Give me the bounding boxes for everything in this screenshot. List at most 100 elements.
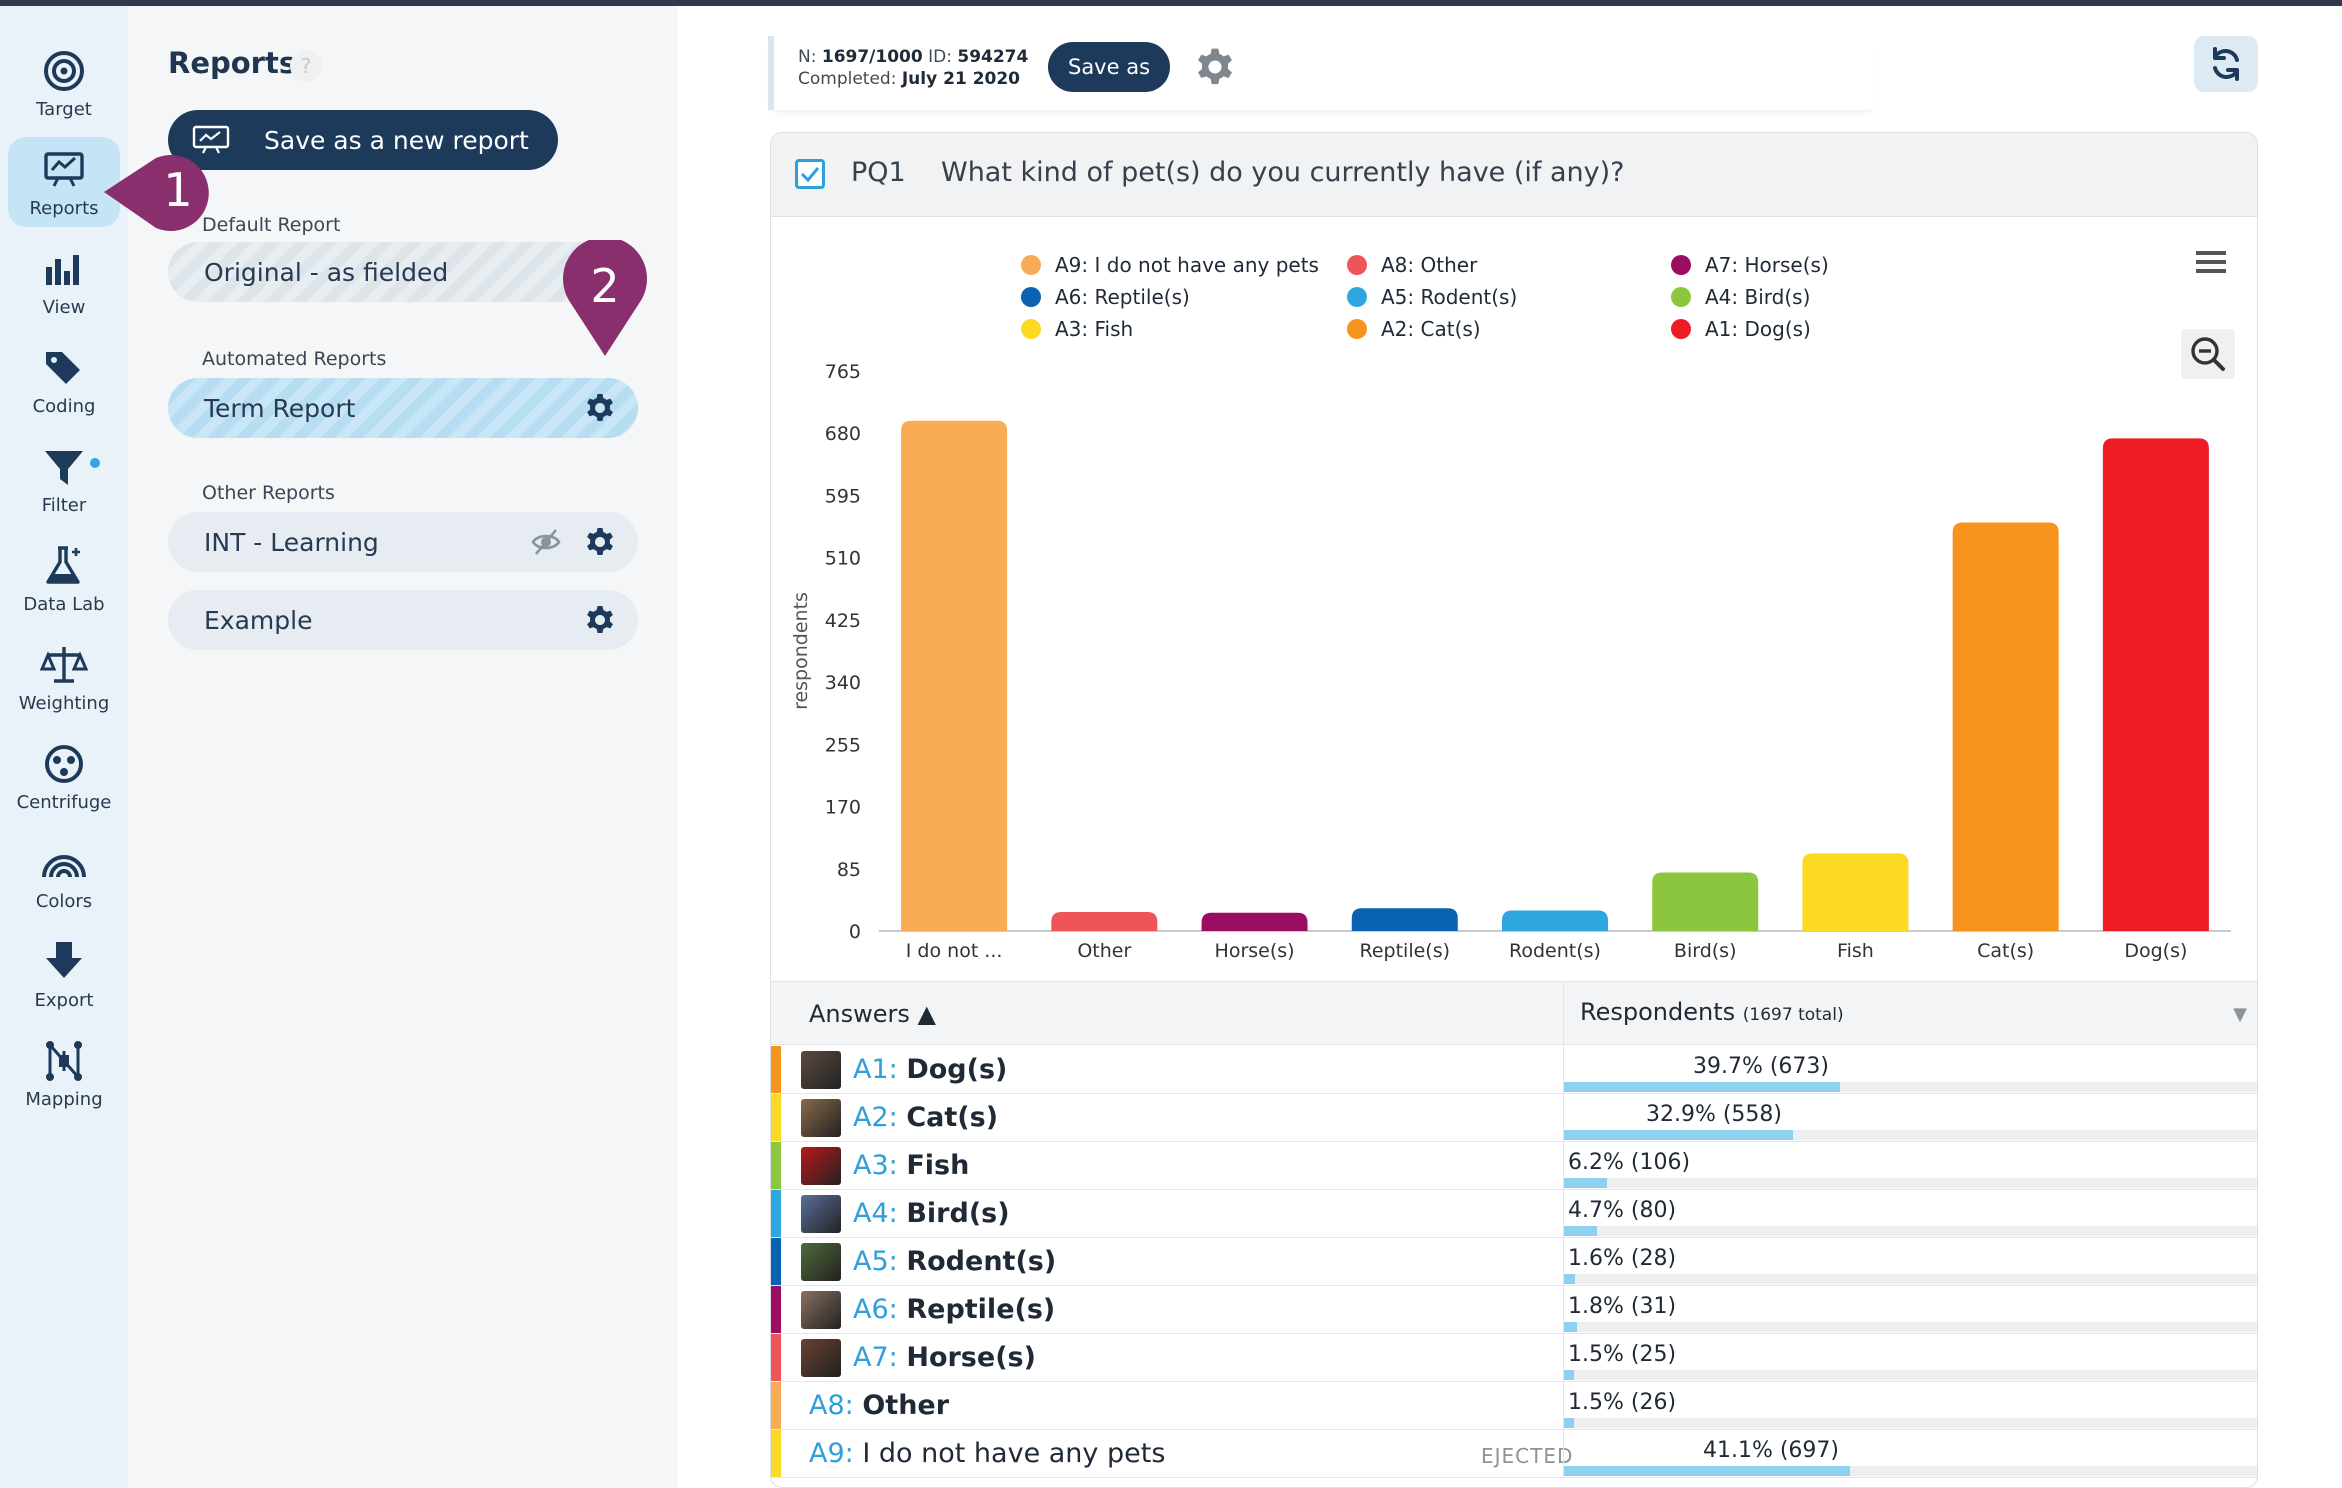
n-label: N:: [798, 47, 817, 67]
legend-item[interactable]: A4: Bird(s): [1671, 285, 1810, 309]
rail-item-centrifuge[interactable]: Centrifuge: [8, 731, 120, 821]
rail-item-target[interactable]: Target: [8, 38, 120, 128]
answer-name: Reptile(s): [906, 1294, 1056, 1325]
percent-value: 32.9% (558): [1645, 1102, 1782, 1127]
table-row[interactable]: A4: Bird(s) 4.7% (80): [771, 1190, 2257, 1238]
legend-swatch: [1671, 287, 1691, 307]
table-row[interactable]: A6: Reptile(s) 1.8% (31): [771, 1286, 2257, 1334]
answer-name: Other: [862, 1390, 950, 1421]
rail-item-colors[interactable]: Colors: [8, 830, 120, 920]
table-row[interactable]: A1: Dog(s) 39.7% (673): [771, 1046, 2257, 1094]
x-tick-label: Bird(s): [1674, 940, 1737, 962]
answer-label: A3: Fish: [853, 1150, 969, 1181]
rail-item-label: Reports: [29, 197, 99, 219]
completed-value: July 21 2020: [901, 69, 1021, 89]
save-as-new-report-button[interactable]: Save as a new report: [168, 110, 558, 170]
row-color-stripe: [771, 1334, 781, 1381]
percent-bar-track: [1564, 1130, 2257, 1140]
table-row[interactable]: A9: I do not have any pets EJECTED 41.1% (…: [771, 1430, 2257, 1478]
scale-icon: [40, 646, 88, 683]
question-checkbox[interactable]: [795, 159, 825, 189]
legend-item[interactable]: A2: Cat(s): [1347, 317, 1481, 341]
answers-column-header[interactable]: Answers ▲: [809, 1000, 936, 1028]
legend-item[interactable]: A9: I do not have any pets: [1021, 253, 1319, 277]
legend-item[interactable]: A5: Rodent(s): [1347, 285, 1517, 309]
tags-icon: [46, 351, 80, 384]
top-bar: [0, 0, 2342, 6]
gear-icon[interactable]: [584, 604, 616, 636]
percent-bar-fill: [1564, 1226, 1597, 1236]
rail-item-data-lab[interactable]: Data Lab: [8, 533, 120, 623]
table-row[interactable]: A3: Fish 6.2% (106): [771, 1142, 2257, 1190]
rail-item-weighting[interactable]: Weighting: [8, 632, 120, 722]
bar-bird-s: [1652, 872, 1759, 931]
table-row[interactable]: A2: Cat(s) 32.9% (558): [771, 1094, 2257, 1142]
save-as-button[interactable]: Save as: [1048, 42, 1170, 92]
answer-code: A7:: [853, 1342, 898, 1373]
answer-code: A5:: [853, 1246, 898, 1277]
default-report-label: Default Report: [202, 214, 341, 236]
rail-item-export[interactable]: Export: [8, 929, 120, 1019]
callout-marker-2: 2: [563, 240, 647, 356]
bar-fish: [1802, 853, 1909, 931]
zoom-out-button[interactable]: [2181, 329, 2235, 379]
rail-item-filter[interactable]: Filter: [8, 434, 120, 524]
bar-other: [1051, 911, 1158, 931]
percent-bar-fill: [1564, 1274, 1575, 1284]
legend-item[interactable]: A7: Horse(s): [1671, 253, 1829, 277]
rail-item-reports[interactable]: Reports: [8, 137, 120, 227]
answer-code: A2:: [853, 1102, 898, 1133]
legend-label: A9: I do not have any pets: [1055, 253, 1319, 277]
report-term[interactable]: Term Report: [168, 378, 638, 438]
question-card: PQ1 What kind of pet(s) do you currently…: [770, 132, 2258, 1488]
rail-item-mapping[interactable]: Mapping: [8, 1028, 120, 1118]
legend-item[interactable]: A3: Fish: [1021, 317, 1133, 341]
respondents-cell: 1.5% (26): [1563, 1382, 2257, 1430]
answer-code: A3:: [853, 1150, 898, 1181]
rail-item-view[interactable]: View: [8, 236, 120, 326]
zoom-out-icon: [2191, 337, 2225, 371]
rail-item-label: Export: [34, 989, 94, 1011]
x-tick-label: Cat(s): [1977, 940, 2034, 962]
table-row[interactable]: A7: Horse(s) 1.5% (25): [771, 1334, 2257, 1382]
report-original[interactable]: Original - as fielded: [168, 242, 638, 302]
row-color-stripe: [771, 1286, 781, 1333]
table-row[interactable]: A5: Rodent(s) 1.6% (28): [771, 1238, 2257, 1286]
automated-reports-label: Automated Reports: [202, 348, 387, 370]
rail-item-coding[interactable]: Coding: [8, 335, 120, 425]
legend-swatch: [1347, 319, 1367, 339]
answer-code: A6:: [853, 1294, 898, 1325]
help-icon[interactable]: ?: [290, 50, 322, 82]
answer-name: Dog(s): [906, 1054, 1008, 1085]
table-row[interactable]: A8: Other 1.5% (26): [771, 1382, 2257, 1430]
legend-label: A1: Dog(s): [1705, 317, 1811, 341]
report-example[interactable]: Example: [168, 590, 638, 650]
legend-swatch: [1021, 255, 1041, 275]
legend-label: A7: Horse(s): [1705, 253, 1829, 277]
filter-indicator-dot: [90, 458, 100, 468]
answer-name: Fish: [906, 1150, 970, 1181]
flask-icon: [46, 545, 80, 584]
bar-dog-s: [2102, 438, 2209, 931]
settings-gear-icon[interactable]: [1194, 46, 1236, 88]
rail-item-label: Filter: [41, 494, 87, 516]
respondents-cell: 41.1% (697): [1563, 1430, 2257, 1478]
hamburger-menu-icon[interactable]: [2194, 247, 2228, 277]
report-int-learning[interactable]: INT - Learning: [168, 512, 638, 572]
legend-item[interactable]: A1: Dog(s): [1671, 317, 1811, 341]
legend-item[interactable]: A8: Other: [1347, 253, 1477, 277]
legend-item[interactable]: A6: Reptile(s): [1021, 285, 1190, 309]
y-tick-label: 510: [825, 548, 861, 570]
eye-slash-icon[interactable]: [530, 526, 562, 558]
gear-icon[interactable]: [584, 392, 616, 424]
gear-icon[interactable]: [584, 526, 616, 558]
download-arrow-icon: [46, 941, 82, 978]
rail-item-label: Data Lab: [23, 593, 105, 615]
legend-swatch: [1021, 287, 1041, 307]
percent-bar-fill: [1564, 1130, 1793, 1140]
respondents-cell: 1.6% (28): [1563, 1238, 2257, 1286]
n-value: 1697/1000: [821, 47, 923, 67]
refresh-button[interactable]: [2194, 36, 2258, 92]
respondents-column-header[interactable]: Respondents (1697 total) ▼: [1563, 982, 2257, 1046]
y-tick-label: 425: [825, 610, 861, 632]
